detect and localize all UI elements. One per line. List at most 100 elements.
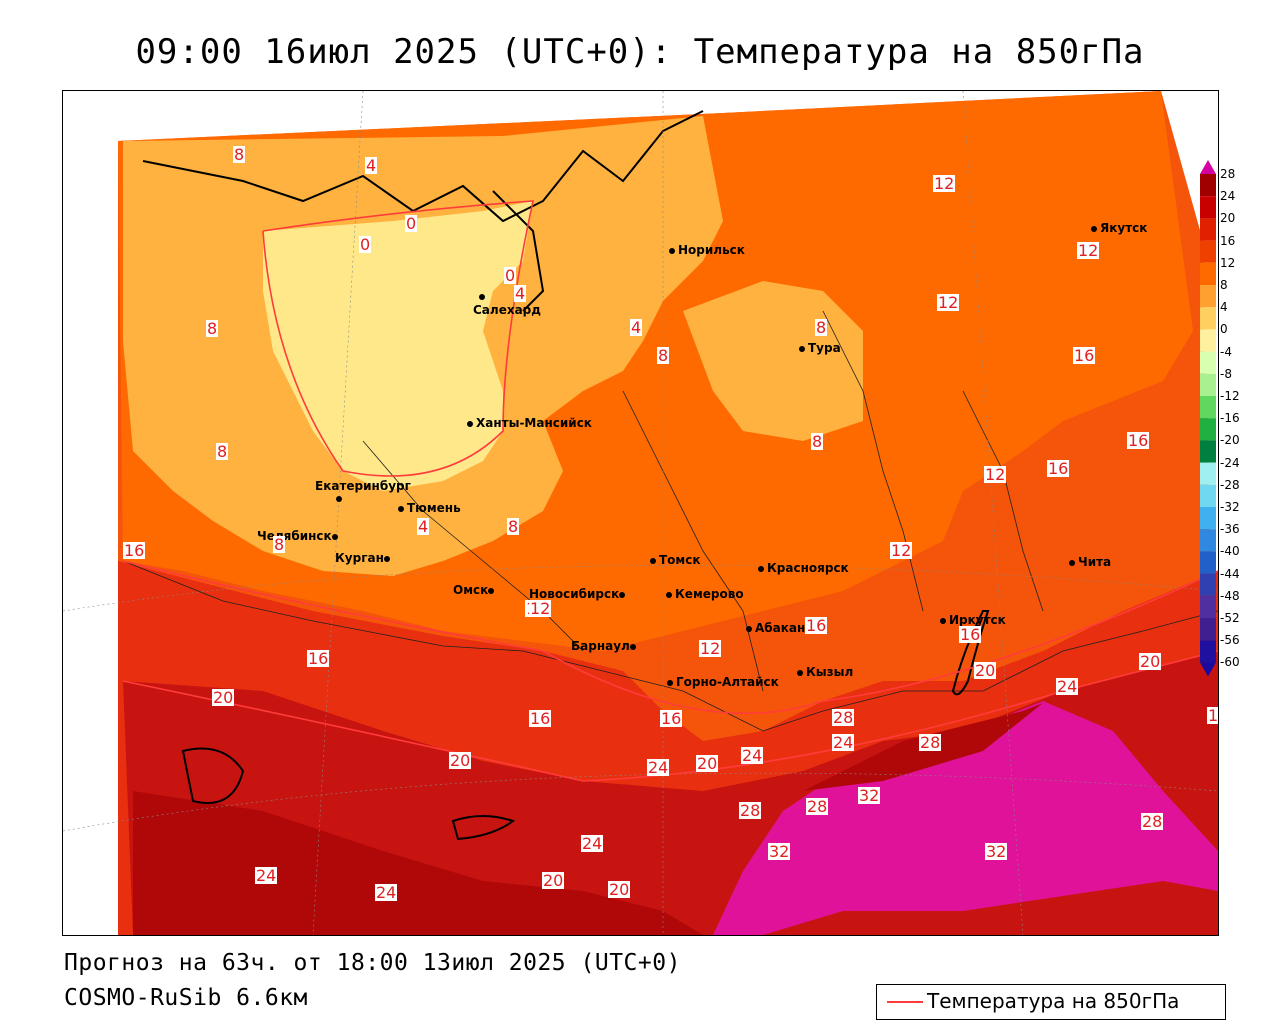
legend-label: Температура на 850гПа — [927, 989, 1180, 1013]
contour-label: 24 — [741, 746, 764, 765]
city-dot-icon — [488, 587, 495, 594]
colorbar-swatch — [1200, 618, 1216, 641]
contour-label: 8 — [216, 442, 229, 461]
contour-label: 0 — [405, 214, 418, 233]
city-label: Иркутск — [949, 613, 1006, 627]
contour-label: 8 — [811, 432, 824, 451]
colorbar-swatch — [1200, 418, 1216, 441]
contour-label: 28 — [1141, 812, 1164, 831]
colorbar-tick-label: 28 — [1220, 167, 1236, 181]
colorbar-swatch — [1200, 462, 1216, 485]
coastline — [142, 110, 704, 312]
city-marker: Челябинск — [257, 529, 341, 543]
colorbar-swatch — [1200, 351, 1216, 374]
colorbar-swatch — [1200, 573, 1216, 596]
contour-label: 4 — [417, 517, 430, 536]
city-label: Томск — [659, 553, 701, 567]
city-label: Курган — [335, 551, 384, 565]
contour-label: 32 — [768, 842, 791, 861]
colorbar-tick-label: -4 — [1220, 344, 1232, 359]
colorbar-swatch — [1200, 174, 1216, 197]
contour-label: 24 — [255, 866, 278, 885]
contour-label: 8 — [273, 535, 286, 554]
city-dot-icon — [650, 557, 656, 564]
city-dot-icon — [1091, 225, 1097, 232]
city-dot-icon — [666, 591, 672, 598]
colorbar-swatch — [1200, 307, 1216, 330]
city-dot-icon — [383, 555, 390, 562]
city-label: Барнаул — [571, 639, 630, 653]
city-dot-icon — [799, 345, 805, 352]
colorbar-tick-label: -8 — [1220, 366, 1232, 381]
colorbar: 28 24 20 16 12 8 4 0 -4 -8 -12 -16 -20 -24 -28 -32 -36 -4… — [1198, 160, 1278, 690]
contour-label: 8 — [233, 145, 246, 164]
contour-label: 16 — [660, 709, 683, 728]
legend-line-swatch — [887, 1001, 923, 1003]
city-marker — [336, 491, 345, 505]
isotherm-line — [122, 560, 1218, 715]
isotherm-line — [122, 650, 1218, 782]
city-dot-icon — [1069, 559, 1075, 566]
colorbar-tick-label: 24 — [1220, 189, 1236, 204]
colorbar-tick-label: -44 — [1220, 566, 1240, 581]
colorbar-swatch — [1200, 218, 1216, 241]
colorbar-swatch — [1200, 329, 1216, 352]
contour-label: 16 — [1047, 459, 1070, 478]
city-label: Тура — [808, 341, 841, 355]
city-marker: Барнаул — [571, 639, 639, 653]
contour-label: 12 — [933, 174, 956, 193]
city-marker: Норильск — [669, 243, 745, 257]
region-borders — [122, 310, 1218, 732]
colorbar-swatch — [1200, 240, 1216, 263]
city-label: Красноярск — [767, 561, 849, 575]
city-label: Горно-Алтайск — [676, 675, 779, 689]
colorbar-tick-label: -48 — [1220, 588, 1240, 603]
city-dot-icon — [669, 247, 675, 254]
city-marker: Курган — [335, 551, 393, 565]
contour-label: 8 — [507, 517, 520, 536]
city-dot-icon — [758, 565, 764, 572]
city-dot-icon — [746, 625, 752, 632]
contour-label: 20 — [1139, 652, 1162, 671]
colorbar-swatch — [1200, 196, 1216, 219]
colorbar-tick-label: -40 — [1220, 544, 1240, 559]
contour-label: 16 — [1073, 346, 1096, 365]
contour-label: 24 — [1056, 677, 1079, 696]
city-dot-icon — [667, 679, 673, 686]
city-label: Салехард — [473, 303, 541, 317]
colorbar-tick-label: -56 — [1220, 633, 1240, 648]
colorbar-swatch — [1200, 396, 1216, 419]
city-marker: Иркутск — [940, 613, 1006, 627]
colorbar-swatch — [1200, 551, 1216, 574]
isotherm-line — [262, 200, 535, 477]
colorbar-swatch — [1200, 440, 1216, 463]
city-marker: Кызыл — [797, 665, 853, 679]
contour-label: 12 — [529, 599, 552, 618]
colorbar-tick-label: -52 — [1220, 611, 1240, 625]
contour-label: 16 — [959, 625, 982, 644]
temperature-map: Норильск Салехард Тура Якутск Ханты-Манс… — [62, 90, 1219, 936]
contour-label: 32 — [985, 842, 1008, 861]
colorbar-tick-label: -36 — [1220, 522, 1240, 537]
city-label-block: Салехард — [473, 303, 541, 317]
colorbar-swatch — [1200, 507, 1216, 530]
graticule — [63, 91, 1218, 935]
contour-label: 16 — [1127, 431, 1150, 450]
city-marker: Томск — [650, 553, 701, 567]
colorbar-tick-label: 16 — [1220, 233, 1236, 248]
colorbar-tick-label: 4 — [1220, 300, 1228, 315]
city-marker: Омск — [453, 583, 497, 597]
contour-label: 4 — [514, 284, 527, 303]
colorbar-tick-label: -32 — [1220, 500, 1240, 514]
contour-label: 20 — [542, 871, 565, 890]
city-label: Чита — [1078, 555, 1112, 569]
caspian-shore — [181, 747, 245, 804]
city-marker: Ханты-Мансийск — [467, 416, 592, 430]
city-label: Омск — [453, 583, 489, 597]
colorbar-tick-label: 0 — [1220, 322, 1228, 337]
contour-label: 28 — [739, 801, 762, 820]
contour-label: 28 — [832, 708, 855, 727]
contour-label: 20 — [449, 751, 472, 770]
contour-label: 0 — [359, 235, 372, 254]
contour-label: 12 — [890, 541, 913, 560]
